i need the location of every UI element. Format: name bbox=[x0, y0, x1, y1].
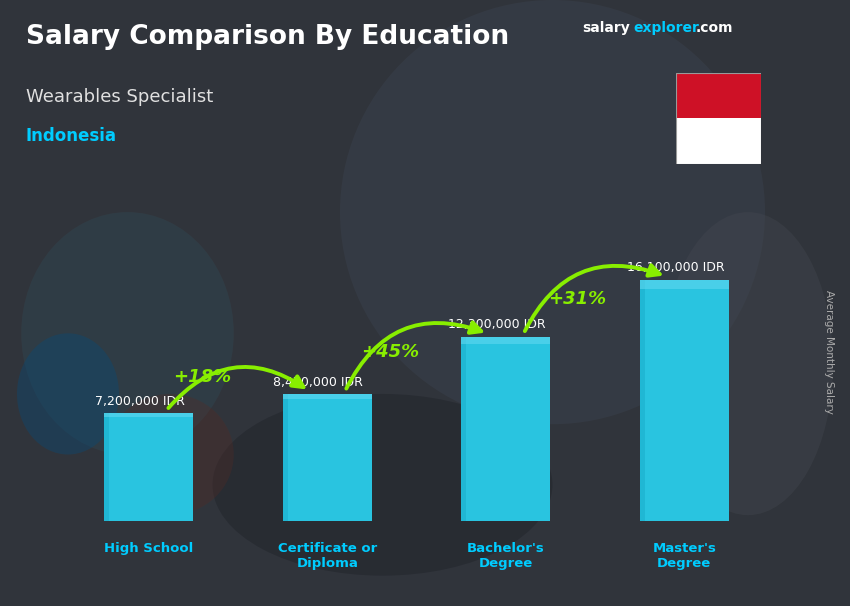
Ellipse shape bbox=[663, 212, 833, 515]
Text: +31%: +31% bbox=[548, 290, 606, 308]
Bar bbox=[282, 394, 288, 521]
Bar bbox=[104, 413, 193, 521]
Text: Average Monthly Salary: Average Monthly Salary bbox=[824, 290, 834, 413]
Bar bbox=[461, 336, 550, 521]
Text: Master's
Degree: Master's Degree bbox=[652, 542, 717, 570]
Bar bbox=[104, 413, 193, 418]
Bar bbox=[282, 394, 371, 521]
Ellipse shape bbox=[106, 394, 234, 515]
Text: +45%: +45% bbox=[360, 343, 419, 361]
Text: .com: .com bbox=[695, 21, 733, 35]
Text: 7,200,000 IDR: 7,200,000 IDR bbox=[95, 395, 184, 408]
Ellipse shape bbox=[340, 0, 765, 424]
Bar bbox=[282, 394, 371, 399]
Text: 16,100,000 IDR: 16,100,000 IDR bbox=[626, 261, 724, 275]
Bar bbox=[676, 73, 761, 118]
Bar bbox=[639, 279, 728, 289]
Bar bbox=[639, 279, 728, 521]
Bar bbox=[639, 279, 645, 521]
Ellipse shape bbox=[17, 333, 119, 454]
Text: High School: High School bbox=[104, 542, 193, 555]
Bar bbox=[461, 336, 467, 521]
Text: Wearables Specialist: Wearables Specialist bbox=[26, 88, 212, 106]
Bar bbox=[461, 336, 550, 344]
Bar bbox=[104, 413, 110, 521]
Ellipse shape bbox=[21, 212, 234, 454]
Text: +18%: +18% bbox=[173, 368, 231, 386]
Text: explorer: explorer bbox=[633, 21, 699, 35]
Text: Certificate or
Diploma: Certificate or Diploma bbox=[278, 542, 377, 570]
Text: Indonesia: Indonesia bbox=[26, 127, 116, 145]
Bar bbox=[676, 118, 761, 164]
Text: 8,470,000 IDR: 8,470,000 IDR bbox=[274, 376, 363, 389]
Ellipse shape bbox=[212, 394, 552, 576]
Text: Bachelor's
Degree: Bachelor's Degree bbox=[467, 542, 545, 570]
Text: Salary Comparison By Education: Salary Comparison By Education bbox=[26, 24, 508, 50]
Text: 12,300,000 IDR: 12,300,000 IDR bbox=[448, 318, 546, 331]
Text: salary: salary bbox=[582, 21, 630, 35]
